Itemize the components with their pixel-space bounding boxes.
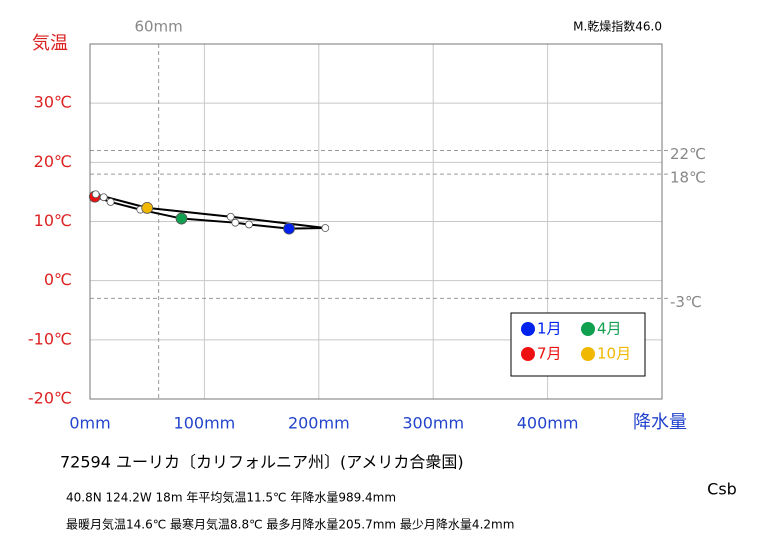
x-tick-label: 0mm bbox=[69, 414, 110, 433]
legend-marker bbox=[581, 322, 595, 336]
y-tick-label: 30℃ bbox=[34, 93, 72, 112]
month-point bbox=[321, 224, 330, 232]
ref-label: 18℃ bbox=[670, 169, 706, 187]
legend-marker bbox=[521, 322, 535, 336]
y-tick-label: 0℃ bbox=[44, 270, 72, 289]
y-tick-label: 20℃ bbox=[34, 152, 72, 171]
climate-class: Csb bbox=[707, 480, 737, 499]
ref-label: 60mm bbox=[134, 18, 182, 36]
y-tick-label: -20℃ bbox=[28, 389, 72, 408]
ref-label: -3℃ bbox=[670, 293, 702, 311]
y-axis-label: 気温 bbox=[32, 33, 68, 54]
legend-label: 4月 bbox=[597, 320, 622, 338]
legend-label: 1月 bbox=[537, 320, 562, 338]
index-text: M.乾燥指数46.0 bbox=[573, 19, 662, 34]
month-point bbox=[141, 201, 154, 214]
legend-marker bbox=[581, 347, 595, 361]
station: 72594 ユーリカ〔カリフォルニア州〕(アメリカ合衆国) bbox=[60, 453, 464, 472]
x-tick-label: 300mm bbox=[402, 414, 464, 433]
info-line: 40.8N 124.2W 18m 年平均気温11.5℃ 年降水量989.4mm bbox=[66, 490, 396, 505]
info-line: 最暖月気温14.6℃ 最寒月気温8.8℃ 最多月降水量205.7mm 最少月降水… bbox=[66, 517, 514, 532]
month-point bbox=[283, 222, 295, 235]
plot-frame bbox=[89, 43, 663, 400]
x-axis-label: 降水量 bbox=[633, 412, 687, 433]
ref-label: 22℃ bbox=[670, 145, 706, 163]
month-point bbox=[231, 218, 240, 227]
x-tick-label: 400mm bbox=[517, 414, 579, 433]
x-tick-label: 200mm bbox=[288, 414, 350, 433]
y-tick-label: 10℃ bbox=[34, 211, 72, 230]
month-point bbox=[91, 190, 100, 199]
legend-marker bbox=[521, 347, 535, 361]
month-point bbox=[245, 220, 253, 229]
month-point bbox=[175, 212, 188, 225]
y-tick-label: -10℃ bbox=[28, 329, 72, 348]
legend-label: 10月 bbox=[597, 345, 631, 363]
legend-box bbox=[510, 312, 646, 377]
month-point bbox=[106, 198, 115, 206]
month-point bbox=[99, 193, 108, 202]
x-tick-label: 100mm bbox=[174, 414, 236, 433]
legend-label: 7月 bbox=[537, 345, 562, 363]
month-point bbox=[226, 212, 235, 221]
